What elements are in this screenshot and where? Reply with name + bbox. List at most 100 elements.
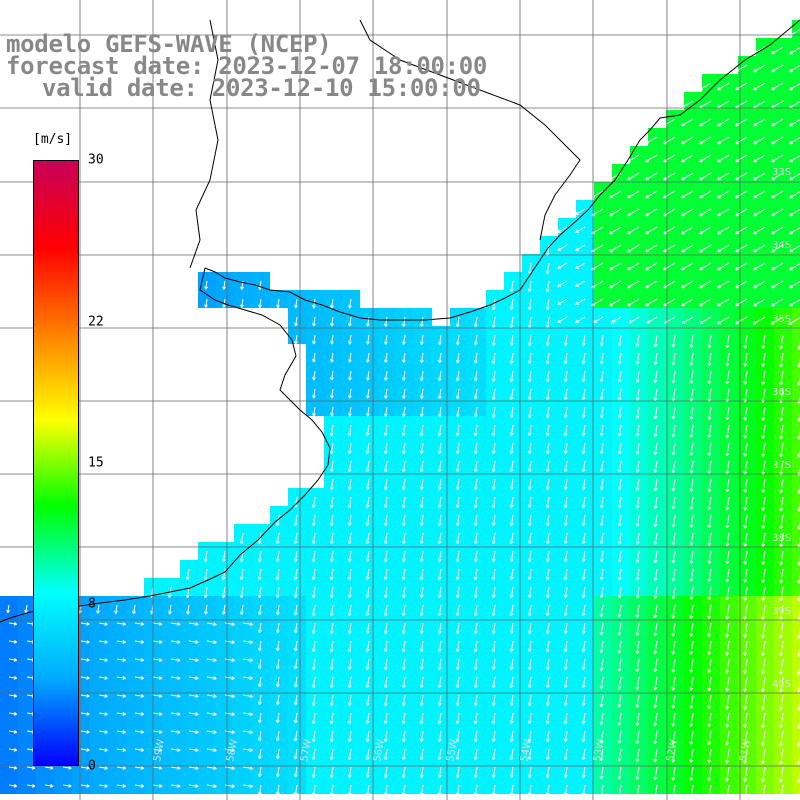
wind-arrow-head — [707, 633, 710, 637]
wind-arrow — [240, 586, 244, 598]
wind-arrow-head — [653, 451, 656, 455]
wind-arrow — [618, 406, 622, 419]
wind-arrow — [224, 784, 235, 787]
wind-arrow-head — [473, 558, 476, 562]
wind-arrow — [753, 64, 766, 73]
wind-arrow — [8, 676, 17, 679]
wind-arrow-head — [699, 320, 702, 324]
wind-arrow — [762, 406, 766, 421]
wind-arrow — [62, 784, 72, 787]
wind-arrow-head — [419, 594, 422, 598]
wind-arrow-head — [419, 504, 422, 508]
wind-arrow-head — [419, 756, 422, 760]
wind-arrow-head — [663, 176, 666, 180]
wind-arrow — [789, 281, 800, 289]
wind-arrow-head — [330, 323, 333, 327]
wind-arrow — [654, 568, 658, 581]
wind-arrow — [8, 622, 17, 625]
wind-arrow — [726, 658, 730, 674]
wind-arrow-head — [699, 158, 702, 162]
wind-arrow-head — [563, 774, 566, 778]
wind-arrow-head — [663, 230, 666, 234]
wind-arrow-head — [689, 651, 692, 655]
wind-arrow — [116, 766, 126, 769]
wind-arrow — [681, 154, 694, 163]
wind-arrow-head — [383, 648, 386, 652]
wind-arrow — [744, 640, 748, 656]
wind-arrow-head — [797, 562, 800, 566]
wind-arrow-head — [311, 738, 314, 742]
wind-arrow — [474, 352, 478, 364]
wind-arrow-head — [689, 741, 692, 745]
wind-arrow-head — [771, 194, 774, 198]
wind-arrow — [591, 226, 604, 235]
wind-arrow — [366, 604, 370, 616]
wind-arrow — [780, 568, 784, 583]
wind-arrow — [492, 316, 496, 328]
wind-arrow-head — [177, 659, 181, 662]
wind-arrow-head — [329, 612, 332, 616]
wind-arrow-head — [50, 785, 54, 788]
wind-arrow-head — [617, 559, 620, 563]
wind-arrow — [528, 730, 532, 742]
wind-arrow-head — [437, 504, 440, 508]
wind-arrow-head — [599, 685, 602, 690]
wind-arrow-head — [753, 176, 756, 180]
wind-arrow — [780, 622, 784, 639]
wind-arrow — [618, 478, 622, 491]
wind-arrow — [420, 406, 424, 417]
wind-arrow — [366, 514, 370, 526]
wind-arrow-head — [671, 542, 674, 546]
wind-arrow — [699, 226, 712, 235]
wind-arrow — [348, 604, 352, 616]
wind-arrow-head — [797, 436, 800, 440]
wind-arrow-head — [663, 284, 666, 288]
wind-arrow — [600, 622, 604, 635]
wind-arrow-head — [635, 487, 638, 491]
wind-arrow — [294, 496, 298, 508]
wind-arrow-head — [257, 737, 260, 741]
wind-arrow-head — [509, 756, 512, 760]
wind-arrow — [645, 244, 658, 253]
wind-arrow — [420, 640, 424, 652]
wind-arrow — [294, 748, 298, 760]
wind-arrow-head — [509, 684, 512, 688]
wind-arrow-head — [545, 666, 548, 670]
wind-arrow-head — [761, 616, 764, 620]
wind-arrow — [618, 388, 622, 401]
wind-arrow-head — [311, 630, 314, 634]
wind-arrow — [744, 460, 748, 475]
wind-arrow — [654, 640, 658, 654]
wind-arrow — [97, 604, 100, 614]
wind-arrow-head — [257, 719, 260, 723]
wind-arrow — [223, 280, 226, 290]
wind-arrow — [98, 766, 108, 769]
wind-arrow-head — [437, 792, 440, 796]
wind-arrow — [546, 658, 550, 670]
wind-arrow-head — [491, 792, 494, 796]
wind-arrow-head — [419, 341, 422, 345]
wind-arrow-head — [635, 451, 638, 455]
wind-arrow — [170, 622, 181, 625]
wind-arrow-head — [347, 522, 350, 526]
wind-arrow-head — [545, 648, 548, 652]
wind-arrow-head — [645, 194, 648, 198]
wind-arrow — [681, 262, 694, 271]
wind-arrow — [312, 748, 316, 760]
wind-arrow — [735, 208, 748, 217]
wind-arrow-head — [627, 266, 630, 270]
wind-arrow — [582, 712, 586, 724]
wind-arrow-head — [671, 669, 674, 673]
wind-arrow-head — [743, 579, 746, 583]
wind-arrow-head — [455, 413, 458, 418]
wind-arrow-head — [365, 450, 368, 454]
wind-arrow — [636, 748, 640, 762]
wind-arrow — [402, 712, 406, 724]
wind-arrow-head — [617, 794, 620, 798]
wind-arrow-head — [330, 305, 333, 309]
wind-cell — [792, 596, 800, 614]
wind-arrow-head — [653, 361, 656, 365]
wind-arrow-head — [545, 720, 548, 724]
wind-arrow-head — [311, 792, 314, 796]
